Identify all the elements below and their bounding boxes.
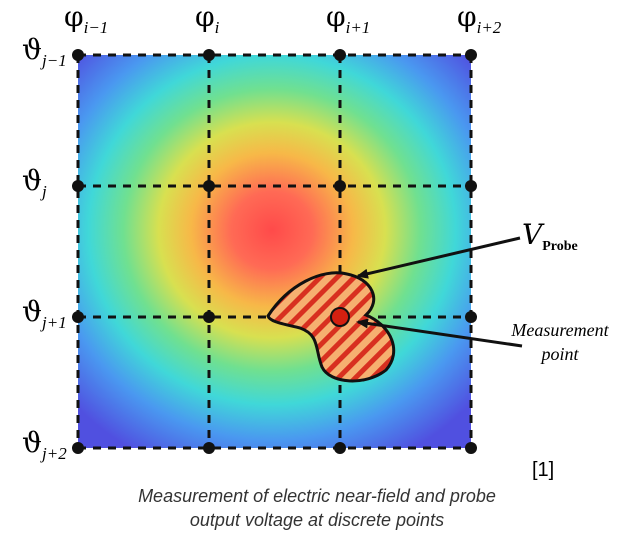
column-label: φi+1	[326, 0, 370, 37]
grid	[76, 53, 473, 450]
row-label-symbol: ϑ	[22, 33, 42, 66]
row-label-sub: j+2	[40, 444, 67, 463]
point-arrow	[356, 318, 523, 348]
grid-point	[465, 442, 477, 454]
column-label-symbol: φ	[326, 0, 346, 33]
column-label-sub: i+1	[346, 18, 371, 37]
column-label-symbol: φ	[457, 0, 477, 33]
row-label: ϑj	[22, 164, 47, 201]
measurement-text: point	[539, 344, 579, 364]
caption: Measurement of electric near-field and p…	[138, 486, 496, 506]
probe-symbol: V	[522, 218, 545, 251]
row-label-sub: j−1	[40, 51, 67, 70]
probe-area	[266, 271, 396, 383]
row-label-symbol: ϑ	[22, 295, 42, 328]
grid-point	[465, 311, 477, 323]
grid-point	[203, 311, 215, 323]
field-map	[78, 55, 471, 448]
row-label-sub: j	[40, 182, 47, 201]
grid-point	[72, 49, 84, 61]
column-label-sub: i−1	[84, 18, 109, 37]
column-label-symbol: φ	[195, 0, 215, 33]
probe-arrow	[356, 236, 521, 279]
grid-point	[334, 442, 346, 454]
row-label: ϑj+2	[22, 426, 67, 463]
column-label-sub: i+2	[477, 18, 502, 37]
grid-point	[72, 180, 84, 192]
grid-point	[465, 180, 477, 192]
measurement-point	[330, 307, 350, 327]
column-label: φi+2	[457, 0, 502, 37]
grid-point	[72, 311, 84, 323]
grid-point	[334, 49, 346, 61]
caption: output voltage at discrete points	[190, 510, 444, 530]
column-label: φi−1	[64, 0, 108, 37]
row-label: ϑj+1	[22, 295, 67, 332]
probe-label: VProbe	[522, 218, 578, 254]
grid-point	[203, 180, 215, 192]
measurement-text: Measurement	[510, 320, 609, 340]
column-label-sub: i	[215, 18, 220, 37]
row-label: ϑj−1	[22, 33, 67, 70]
reference: [1]	[532, 459, 554, 481]
grid-point	[203, 442, 215, 454]
grid-point	[203, 49, 215, 61]
probe-sub: Probe	[542, 239, 578, 254]
column-label: φi	[195, 0, 220, 37]
row-label-symbol: ϑ	[22, 426, 42, 459]
row-label-symbol: ϑ	[22, 164, 42, 197]
column-label-symbol: φ	[64, 0, 84, 33]
row-label-sub: j+1	[40, 313, 67, 332]
grid-point	[334, 180, 346, 192]
grid-point	[72, 442, 84, 454]
grid-point	[465, 49, 477, 61]
